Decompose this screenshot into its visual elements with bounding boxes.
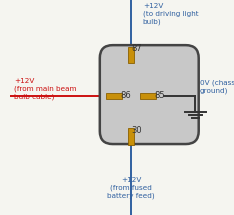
Text: +12V
(to driving light
bulb): +12V (to driving light bulb): [143, 3, 198, 25]
FancyBboxPatch shape: [100, 45, 199, 144]
Text: 86: 86: [121, 91, 131, 100]
Text: 30: 30: [131, 126, 142, 135]
Text: +12V
(from main beam
bulb cable): +12V (from main beam bulb cable): [14, 78, 76, 100]
Text: 85: 85: [154, 91, 165, 100]
Bar: [106, 93, 122, 99]
Text: +12V
(from fused
battery feed): +12V (from fused battery feed): [107, 177, 155, 199]
Text: 87: 87: [131, 44, 142, 53]
Text: 0V (chassis
ground): 0V (chassis ground): [200, 80, 234, 94]
Bar: [128, 128, 134, 144]
Bar: [128, 47, 134, 63]
Bar: [140, 93, 156, 99]
